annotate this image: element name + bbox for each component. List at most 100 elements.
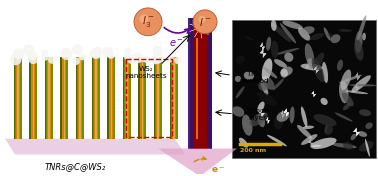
Polygon shape — [126, 57, 128, 139]
Polygon shape — [284, 109, 304, 116]
Polygon shape — [266, 118, 279, 123]
Ellipse shape — [242, 115, 253, 136]
Polygon shape — [140, 57, 144, 139]
Polygon shape — [107, 57, 115, 139]
Polygon shape — [284, 108, 304, 117]
Polygon shape — [169, 57, 178, 139]
Polygon shape — [45, 57, 53, 139]
Circle shape — [196, 24, 204, 32]
Ellipse shape — [365, 139, 370, 157]
Ellipse shape — [311, 145, 321, 147]
FancyArrowPatch shape — [164, 27, 189, 33]
Text: e$^-$: e$^-$ — [169, 38, 184, 49]
Ellipse shape — [343, 103, 350, 110]
Polygon shape — [355, 84, 368, 91]
Polygon shape — [198, 21, 208, 30]
Ellipse shape — [274, 114, 283, 130]
Polygon shape — [196, 38, 198, 139]
Polygon shape — [311, 92, 328, 96]
Polygon shape — [33, 57, 34, 139]
Circle shape — [23, 45, 34, 56]
Ellipse shape — [324, 125, 333, 135]
Polygon shape — [314, 67, 333, 73]
Polygon shape — [308, 141, 332, 145]
Text: e$^-$: e$^-$ — [211, 165, 225, 175]
Ellipse shape — [343, 142, 353, 150]
Ellipse shape — [305, 62, 312, 69]
Ellipse shape — [337, 60, 343, 71]
Polygon shape — [259, 109, 281, 117]
Ellipse shape — [362, 33, 366, 40]
Polygon shape — [284, 109, 304, 116]
Polygon shape — [172, 57, 175, 139]
Polygon shape — [311, 91, 328, 97]
Polygon shape — [314, 67, 333, 73]
Circle shape — [166, 55, 174, 62]
Ellipse shape — [352, 75, 371, 92]
Ellipse shape — [236, 56, 245, 64]
Ellipse shape — [277, 111, 289, 122]
Polygon shape — [60, 57, 68, 139]
Polygon shape — [259, 109, 281, 117]
Polygon shape — [311, 91, 328, 97]
Polygon shape — [308, 138, 332, 147]
Ellipse shape — [232, 106, 244, 117]
Polygon shape — [260, 42, 278, 51]
Polygon shape — [14, 57, 22, 139]
Polygon shape — [266, 117, 279, 124]
Polygon shape — [353, 128, 378, 136]
Circle shape — [48, 56, 56, 64]
Ellipse shape — [366, 122, 373, 129]
Ellipse shape — [358, 131, 367, 137]
Ellipse shape — [260, 81, 268, 95]
Ellipse shape — [311, 52, 324, 71]
Ellipse shape — [284, 52, 293, 62]
Polygon shape — [193, 18, 207, 149]
Polygon shape — [311, 91, 328, 97]
Ellipse shape — [313, 67, 321, 69]
Ellipse shape — [262, 58, 273, 81]
Text: $I^-$: $I^-$ — [199, 16, 211, 28]
Polygon shape — [154, 57, 162, 139]
Polygon shape — [76, 57, 84, 139]
Ellipse shape — [342, 93, 354, 106]
Text: WS₂
nanosheets: WS₂ nanosheets — [125, 66, 167, 79]
Polygon shape — [29, 57, 37, 139]
Polygon shape — [188, 18, 190, 149]
Polygon shape — [157, 57, 159, 139]
Circle shape — [42, 54, 49, 61]
Polygon shape — [29, 57, 31, 139]
Ellipse shape — [273, 78, 284, 90]
Polygon shape — [45, 57, 46, 139]
Polygon shape — [195, 18, 203, 29]
Ellipse shape — [235, 76, 241, 82]
Polygon shape — [284, 109, 304, 117]
Polygon shape — [355, 84, 368, 91]
Polygon shape — [353, 128, 378, 136]
Polygon shape — [188, 18, 212, 149]
Ellipse shape — [282, 21, 303, 29]
Polygon shape — [260, 42, 278, 51]
Polygon shape — [154, 57, 162, 139]
Polygon shape — [76, 57, 84, 139]
Circle shape — [124, 48, 132, 55]
Ellipse shape — [351, 134, 356, 140]
Polygon shape — [142, 57, 143, 139]
Circle shape — [193, 10, 217, 34]
Polygon shape — [17, 57, 19, 139]
Polygon shape — [353, 128, 378, 137]
Ellipse shape — [359, 109, 371, 116]
Polygon shape — [156, 57, 160, 139]
Circle shape — [102, 47, 113, 58]
Polygon shape — [5, 139, 185, 155]
Ellipse shape — [305, 43, 314, 68]
Ellipse shape — [301, 64, 323, 70]
Polygon shape — [308, 138, 332, 147]
Polygon shape — [95, 57, 96, 139]
Polygon shape — [31, 57, 35, 139]
Polygon shape — [107, 57, 115, 139]
Circle shape — [90, 47, 102, 59]
Circle shape — [10, 54, 22, 65]
Polygon shape — [138, 57, 146, 139]
Ellipse shape — [257, 113, 265, 127]
